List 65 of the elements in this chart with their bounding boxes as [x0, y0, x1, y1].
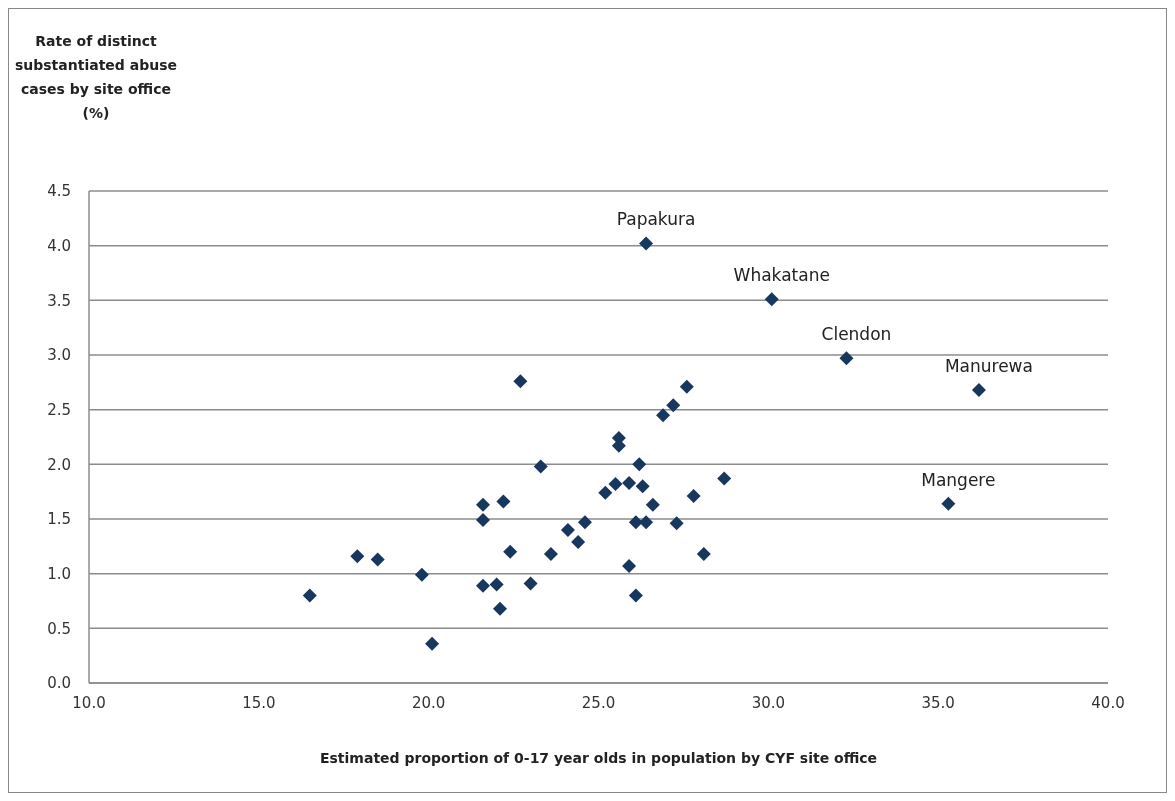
y-tick-label: 2.0	[47, 455, 71, 474]
point	[571, 534, 586, 549]
x-tick-label: 40.0	[1091, 694, 1125, 712]
point	[971, 382, 986, 397]
point	[645, 497, 660, 512]
point	[622, 475, 637, 490]
y-tick-label: 3.5	[47, 291, 71, 310]
y-tick-label: 4.0	[47, 236, 71, 255]
point	[496, 494, 511, 509]
point	[635, 479, 650, 494]
x-tick-label: 10.0	[72, 694, 106, 712]
y-tick-label: 4.5	[47, 182, 71, 201]
x-tick-label: 30.0	[751, 694, 786, 712]
point	[302, 588, 317, 603]
point	[639, 236, 654, 251]
point	[686, 489, 701, 504]
point	[598, 485, 613, 500]
point	[669, 516, 684, 531]
point	[533, 459, 548, 474]
point	[560, 522, 575, 537]
x-tick-label: 20.0	[411, 694, 446, 712]
y-tick-label: 0.5	[47, 619, 71, 638]
y-tick-label: 1.0	[47, 564, 71, 583]
point	[608, 477, 623, 492]
point	[523, 576, 538, 591]
annotation: Manurewa	[944, 355, 1033, 376]
y-tick-label: 3.0	[47, 346, 71, 365]
point	[628, 588, 643, 603]
point	[839, 351, 854, 366]
point	[679, 379, 694, 394]
x-tick-label: 15.0	[242, 694, 276, 712]
x-axis-title: Estimated proportion of 0-17 year olds in population by CYF site office	[319, 750, 878, 766]
y-axis-title: Rate of distinct substantiated abuse cases by site office (%)	[14, 33, 178, 121]
annotation: Clendon	[821, 324, 892, 345]
point	[503, 544, 518, 559]
annotation: Whakatane	[733, 265, 830, 286]
y-tick-label: 1.5	[47, 510, 71, 529]
point	[628, 515, 643, 530]
y-tick-label: 2.5	[47, 400, 71, 419]
point	[370, 552, 385, 567]
point	[764, 292, 779, 307]
point	[489, 577, 504, 592]
point	[717, 471, 732, 486]
annotation: Mangere	[921, 469, 996, 490]
point	[513, 374, 528, 389]
point	[543, 546, 558, 561]
point	[622, 559, 637, 574]
annotation: Papakura	[616, 209, 696, 230]
x-tick-label: 35.0	[921, 694, 955, 712]
point	[493, 601, 507, 616]
point	[639, 515, 654, 530]
point	[656, 408, 671, 423]
point	[414, 567, 429, 582]
point	[666, 398, 681, 413]
point	[941, 496, 956, 511]
point	[696, 546, 711, 561]
point	[476, 578, 491, 593]
point	[476, 513, 491, 528]
point	[350, 549, 365, 564]
point	[476, 497, 491, 512]
point	[577, 515, 592, 530]
x-tick-label: 25.0	[581, 694, 616, 712]
point	[632, 457, 647, 472]
y-tick-label: 0.0	[47, 674, 71, 693]
point	[425, 636, 440, 651]
